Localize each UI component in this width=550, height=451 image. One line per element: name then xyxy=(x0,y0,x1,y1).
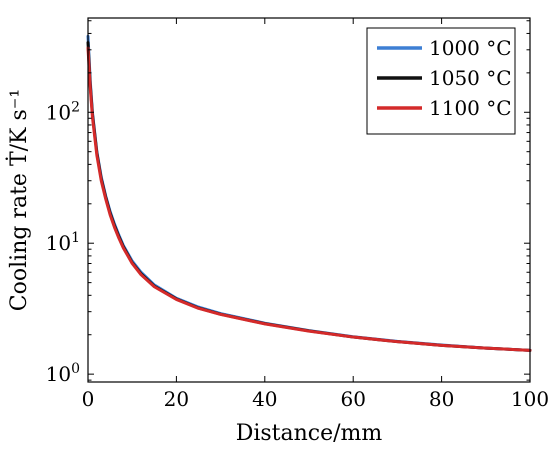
y-tick-label: 100 xyxy=(46,361,80,386)
x-axis-label: Distance/mm xyxy=(236,421,383,446)
legend-label-2: 1050 °C xyxy=(429,66,512,90)
x-tick-label: 40 xyxy=(252,387,277,411)
x-tick-label: 20 xyxy=(164,387,189,411)
plot-frame xyxy=(87,17,531,383)
y-tick-label: 101 xyxy=(46,230,80,255)
y-axis-label: Cooling rate Ṫ/K s⁻¹ xyxy=(5,89,32,311)
tick-layer: 0 20 40 60 80 100 100 101 102 xyxy=(46,18,549,411)
series-line-3 xyxy=(86,46,532,352)
legend-label-3: 1100 °C xyxy=(429,96,512,120)
x-tick-label: 60 xyxy=(340,387,365,411)
x-tick-label: 0 xyxy=(82,387,95,411)
x-tick-label: 80 xyxy=(429,387,454,411)
plot-layer xyxy=(86,34,532,352)
legend-label-1: 1000 °C xyxy=(429,36,512,60)
y-tick-label: 102 xyxy=(46,99,80,124)
legend-box xyxy=(366,27,516,135)
x-tick-label: 100 xyxy=(511,387,549,411)
legend: 1000 °C 1050 °C 1100 °C xyxy=(366,27,516,135)
